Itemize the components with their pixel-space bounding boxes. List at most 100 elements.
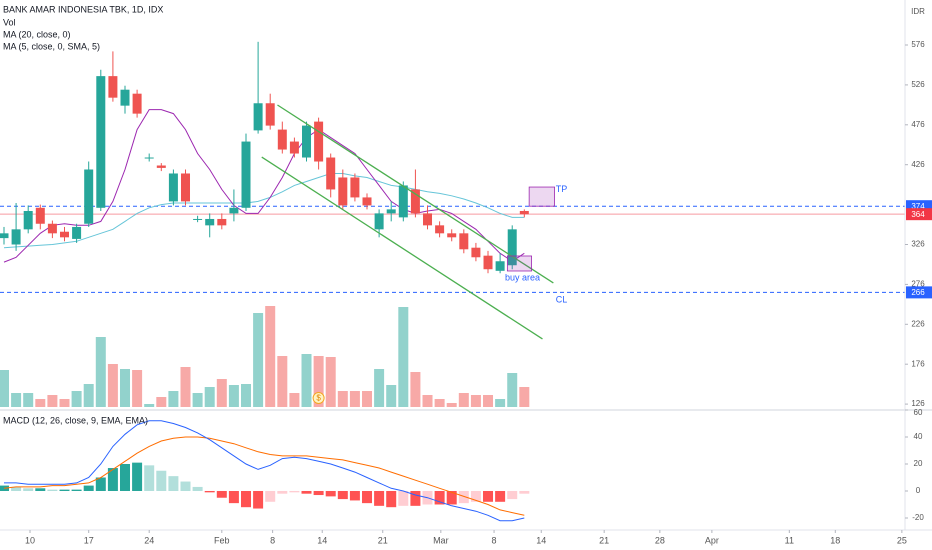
macd-histogram-bar [241,490,252,508]
macd-histogram-bar [410,490,421,506]
volume-bar [23,393,34,407]
volume-bar [483,395,494,407]
macd-histogram-bar [349,490,360,501]
candle-body [471,247,481,258]
macd-histogram-bar [446,490,457,505]
macd-histogram-bar [83,485,94,491]
candle-body [302,125,312,158]
macd-histogram-bar [458,490,469,504]
candle-body [205,218,215,226]
volume-bar [519,387,530,407]
candle-body [447,233,457,238]
x-tick-label: 10 [25,535,35,545]
volume-bar [277,356,288,407]
macd-histogram-bar [265,490,276,502]
trendline [261,156,543,340]
ma-line [3,173,525,249]
zone-label: buy area [505,272,540,282]
volume-bar [289,393,300,407]
x-tick-label: 8 [492,535,497,545]
note-label: CL [556,295,568,305]
axes: 10 17 24 Feb 8 14 21 Mar 8 14 21 28 Apr 11 18 25 126 176 2… [25,40,932,545]
volume-bar [180,367,191,407]
y-tick-label: 276 [911,280,925,289]
volume-bar [434,399,445,407]
candle-body [435,225,445,234]
macd-histogram-bar [59,489,70,491]
candle-body [374,213,384,230]
macd-histogram-bar [313,490,324,496]
macd-histogram-bar [495,490,506,502]
macd-histogram-bar [483,490,494,502]
volume-bar [386,385,397,407]
candle-body [23,210,33,230]
candle-body [217,218,227,226]
y-tick-label: 0 [916,486,921,495]
price-layer: TP buy area CL [0,41,905,340]
candle-body [459,233,469,250]
volume-bar [495,399,506,407]
y-tick-label: 60 [914,408,923,417]
volume-bar [132,370,143,407]
macd-histogram-bar [337,490,348,500]
candle-body [423,213,433,226]
macd-histogram-bar [180,481,191,491]
x-tick-label: 11 [785,535,794,545]
volume-bar [144,404,155,407]
trendline [277,104,554,284]
volume-bar [241,384,252,407]
y-tick-label: 326 [911,240,925,249]
x-tick-label: 14 [536,535,546,545]
candle-body [350,177,360,198]
y-tick-label: 426 [911,160,925,169]
macd-histogram-bar [398,490,409,506]
macd-histogram-bar [325,490,336,497]
price-badge-label: 364 [911,210,925,219]
volume-bar [458,393,469,407]
x-tick-label: Mar [433,535,449,545]
volume-bar [325,357,336,407]
volume-bar [398,307,409,407]
volume-layer: $ [0,306,530,407]
macd-histogram-bar [434,490,445,505]
y-tick-label: 126 [911,399,925,408]
volume-bar [362,391,373,407]
ma-label: MA (5, close, 0, SMA, 5) [3,41,100,51]
macd-histogram-bar [144,465,155,491]
macd-histogram-bar [47,489,58,491]
x-tick-label: 21 [378,535,388,545]
macd-histogram-bar [507,490,518,500]
candle-body [289,141,299,154]
price-badge-label: 266 [911,288,925,297]
x-tick-label: 21 [599,535,609,545]
candle-body [120,89,130,106]
volume-bar [470,395,481,407]
x-tick-label: 24 [144,535,154,545]
candle-body [253,103,263,131]
macd-histogram-bar [289,490,300,493]
dividend-marker [312,392,325,404]
volume-bar [301,354,312,407]
price-badge [906,208,932,221]
volume-bar [35,399,46,407]
candle-body [193,218,203,220]
volume-bar [253,313,264,407]
x-tick-label: Apr [705,535,719,545]
volume-bar [228,385,239,407]
candle-body [507,229,517,266]
candle-body [181,173,191,202]
x-tick-label: 8 [270,535,275,545]
volume-bar [265,306,276,407]
volume-bar [349,391,360,407]
x-tick-label: 28 [655,535,665,545]
x-tick-label: Feb [214,535,230,545]
volume-bar [83,384,94,407]
candle-body [72,226,82,239]
macd-histogram-bar [35,488,46,491]
volume-bar [95,337,106,407]
price-badge-label: 374 [911,202,925,211]
candle-body [483,255,493,270]
macd-label: MACD (12, 26, close, 9, EMA, EMA) [3,415,148,425]
